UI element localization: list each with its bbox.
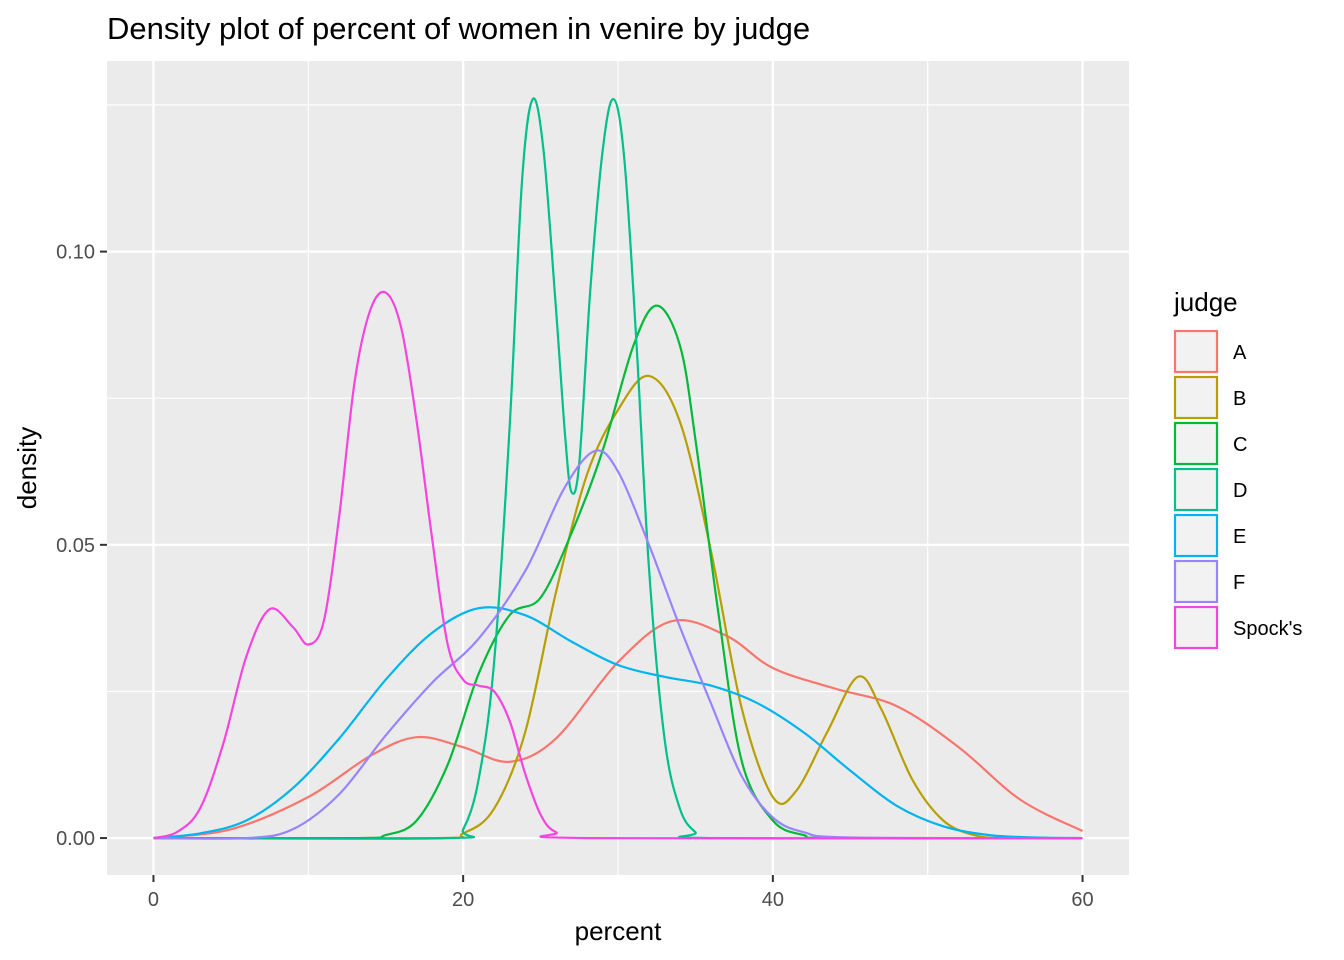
legend-label-e: E [1233,526,1246,548]
legend: judge A B C D E F Spock's [1173,287,1302,650]
x-tick-label: 20 [452,889,474,911]
density-curve-spock-s [153,290,1083,840]
y-axis: 0.00 0.05 0.10 [56,242,107,850]
density-curve-f [153,449,1083,840]
legend-label-b: B [1233,388,1246,410]
x-tick-label: 60 [1071,889,1093,911]
density-curve-e [153,606,1083,840]
legend-label-d: D [1233,480,1247,502]
y-tick-label: 0.00 [56,828,95,850]
density-curve-c [153,304,1083,840]
legend-key-e [1173,513,1219,558]
legend-title: judge [1173,287,1238,317]
chart-title: Density plot of percent of women in veni… [107,11,810,46]
x-tick-label: 0 [148,889,159,911]
density-curve-a [153,619,1083,840]
density-curves [153,97,1083,840]
x-tick-label: 40 [762,889,784,911]
legend-label-f: F [1233,572,1245,594]
x-axis: 0 20 40 60 [148,875,1094,911]
y-axis-title: density [12,427,42,509]
legend-key-b [1173,375,1219,420]
y-tick-label: 0.05 [56,535,95,557]
legend-key-d [1173,467,1219,512]
density-curve-d [153,97,1083,840]
density-curve-b [153,374,1083,840]
legend-label-spock-s: Spock's [1233,618,1302,640]
legend-key-f [1173,559,1219,604]
legend-key-c [1173,421,1219,466]
legend-items: A B C D E F Spock's [1173,329,1302,650]
y-tick-label: 0.10 [56,242,95,264]
legend-key-a [1173,329,1219,374]
legend-label-c: C [1233,434,1247,456]
x-axis-title: percent [575,916,662,946]
minor-gridlines [107,61,1129,875]
legend-key-spock-s [1173,605,1219,650]
legend-label-a: A [1233,342,1247,364]
